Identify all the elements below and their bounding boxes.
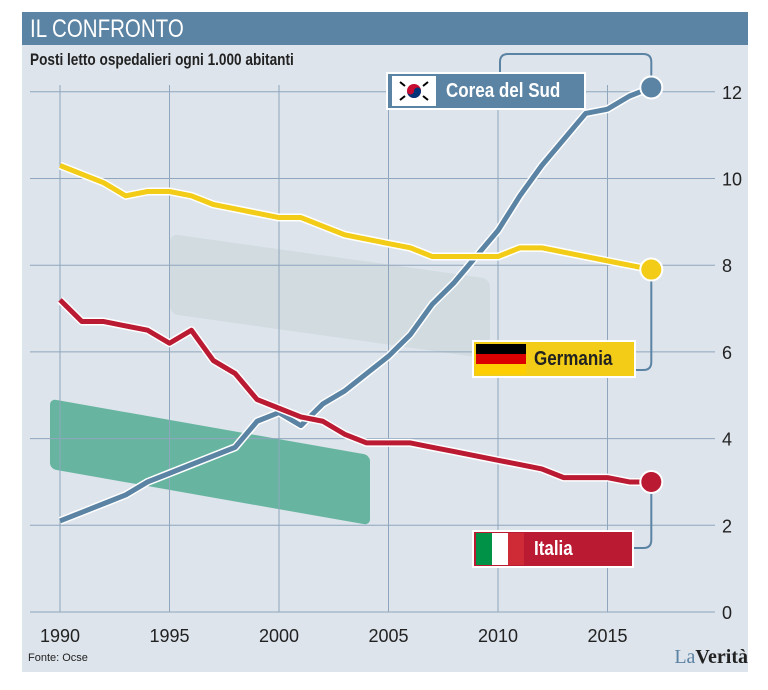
series-line-corea-del-sud — [59, 85, 653, 524]
end-point-marker — [639, 469, 664, 494]
end-point-marker — [639, 257, 664, 282]
y-tick-label: 12 — [722, 83, 742, 103]
y-tick-label: 0 — [722, 603, 732, 623]
connector-corea — [499, 53, 653, 76]
header-bar: IL CONFRONTO — [22, 12, 748, 45]
germany-flag-icon — [476, 344, 526, 374]
y-tick-label: 10 — [722, 170, 742, 190]
series-name: Germania — [534, 347, 613, 370]
end-point-marker — [639, 75, 664, 100]
x-tick-label: 2005 — [368, 626, 408, 646]
x-tick-label: 1990 — [40, 626, 80, 646]
series-line-germania — [59, 163, 652, 272]
series-line-italia — [58, 298, 652, 485]
italy-flag-icon — [476, 533, 524, 565]
header-title: IL CONFRONTO — [30, 15, 184, 43]
chart-title: Posti letto ospedalieri ogni 1.000 abita… — [30, 50, 294, 69]
y-tick-label: 8 — [722, 256, 732, 276]
connector-italia — [634, 481, 653, 549]
x-tick-label: 2000 — [259, 626, 299, 646]
series-name: Corea del Sud — [446, 79, 561, 102]
label-germania: Germania — [472, 340, 636, 378]
y-tick-label: 4 — [722, 430, 732, 450]
y-tick-label: 6 — [722, 343, 732, 363]
source-note: Fonte: Ocse — [28, 652, 88, 664]
x-tick-label: 2010 — [478, 626, 518, 646]
connector-germania — [636, 269, 653, 371]
label-italia: Italia — [472, 530, 634, 568]
series-name: Italia — [534, 537, 573, 560]
x-tick-label: 2015 — [587, 626, 627, 646]
label-corea-del-sud: Corea del Sud — [386, 72, 586, 110]
x-tick-label: 1995 — [149, 626, 189, 646]
publisher-logo: LaVerità — [674, 646, 748, 668]
south-korea-flag-icon — [392, 76, 436, 106]
bed-illustration-foreground — [50, 399, 370, 525]
y-tick-label: 2 — [722, 516, 732, 536]
